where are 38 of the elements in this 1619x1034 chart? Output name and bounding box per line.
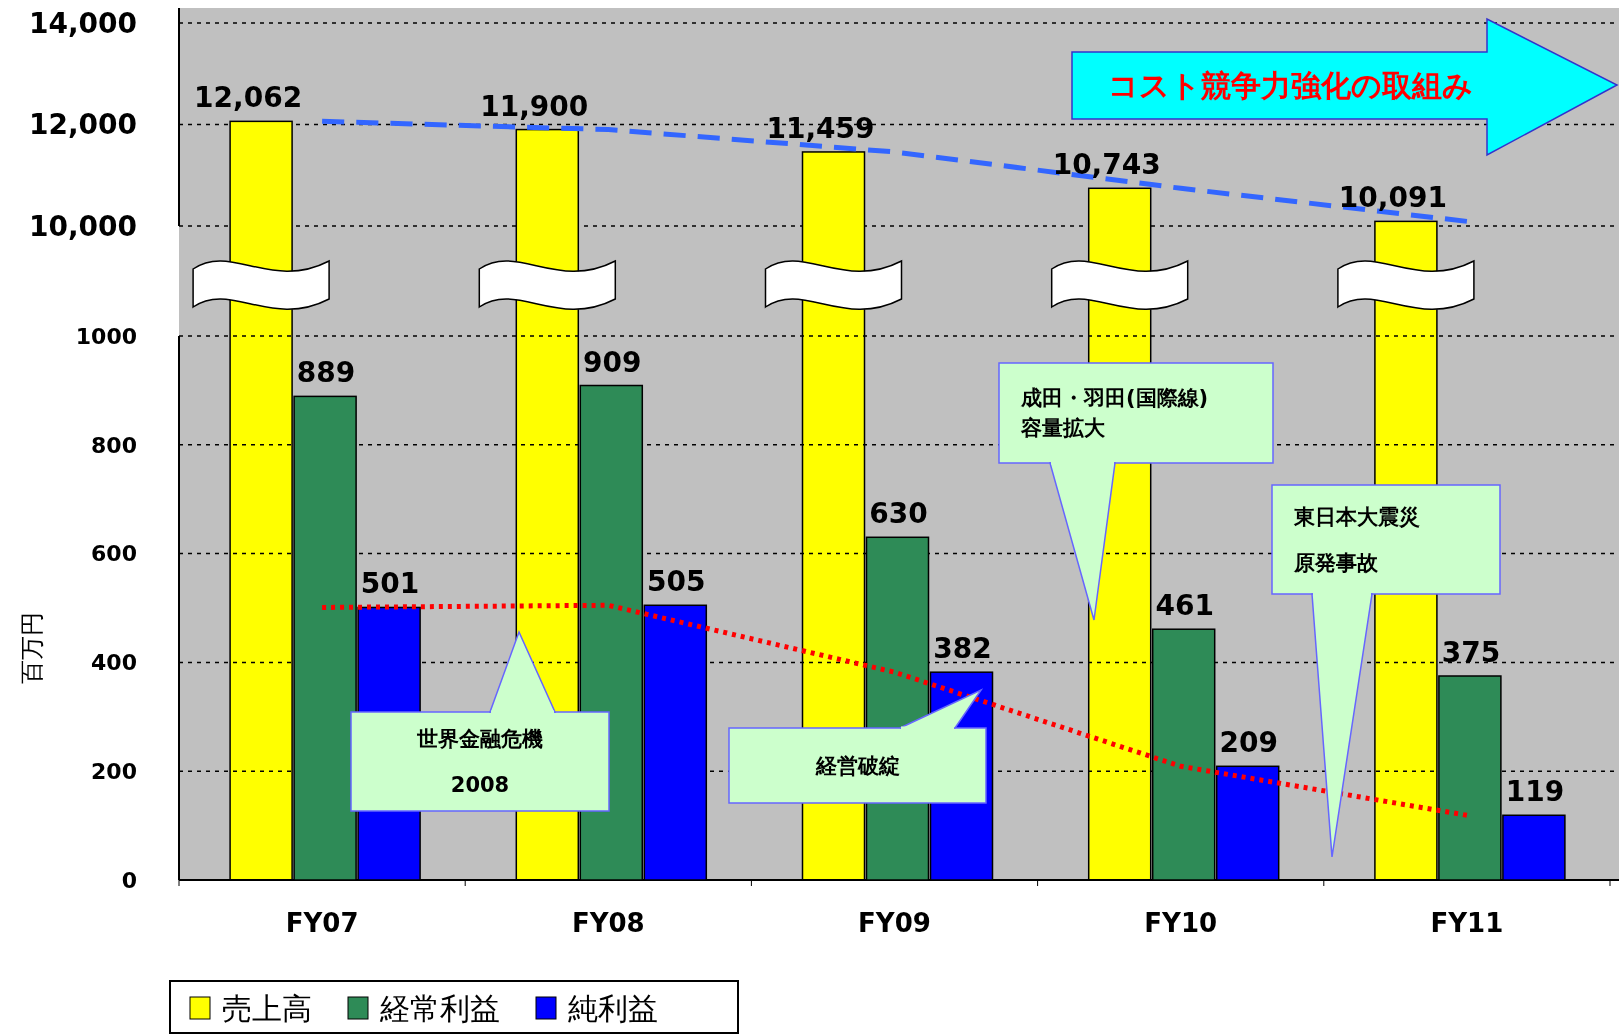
data-label: 119 bbox=[1505, 775, 1565, 809]
y-tick-label: 200 bbox=[91, 758, 137, 784]
legend-label: 売上高 bbox=[222, 990, 312, 1026]
x-tick-label: FY07 bbox=[285, 908, 359, 938]
data-label: 10,091 bbox=[1338, 181, 1447, 215]
annotation: 東日本大震災原発事故 bbox=[1293, 504, 1420, 575]
data-label: 11,459 bbox=[766, 111, 875, 145]
data-label: 12,062 bbox=[194, 81, 303, 115]
annotation: 経営破綻 bbox=[814, 753, 900, 778]
x-tick-label: FY10 bbox=[1144, 908, 1218, 938]
data-label: 630 bbox=[869, 497, 928, 531]
annotation: コスト競争力強化の取組み bbox=[1107, 67, 1473, 103]
data-label: 909 bbox=[583, 345, 642, 379]
y-tick-label: 800 bbox=[91, 432, 137, 458]
y-tick-label: 14,000 bbox=[28, 6, 137, 40]
y-axis-title: 百万円 bbox=[18, 612, 46, 684]
x-tick-label: FY09 bbox=[858, 908, 931, 938]
annotation: 成田・羽田(国際線)容量拡大 bbox=[1020, 386, 1209, 441]
legend-label: 経常利益 bbox=[379, 990, 500, 1026]
annotation: 世界金融危機 2008 bbox=[416, 726, 543, 797]
data-label: 505 bbox=[647, 565, 706, 599]
y-tick-label: 12,000 bbox=[28, 108, 137, 142]
y-tick-label: 600 bbox=[91, 541, 137, 567]
data-label: 209 bbox=[1219, 726, 1278, 760]
y-tick-label: 10,000 bbox=[28, 209, 137, 243]
data-label: 382 bbox=[933, 632, 992, 666]
y-tick-label: 1000 bbox=[75, 323, 137, 349]
data-label: 889 bbox=[296, 356, 356, 390]
data-label: 461 bbox=[1155, 589, 1214, 623]
data-label: 10,743 bbox=[1052, 148, 1161, 182]
legend-label: 純利益 bbox=[568, 990, 658, 1026]
x-tick-label: FY11 bbox=[1430, 908, 1504, 938]
data-label: 11,900 bbox=[480, 89, 589, 123]
data-label: 375 bbox=[1441, 636, 1501, 669]
x-tick-label: FY08 bbox=[571, 908, 645, 938]
y-tick-label: 400 bbox=[91, 650, 137, 676]
data-label: 501 bbox=[360, 567, 420, 601]
y-tick-label: 0 bbox=[121, 867, 137, 893]
